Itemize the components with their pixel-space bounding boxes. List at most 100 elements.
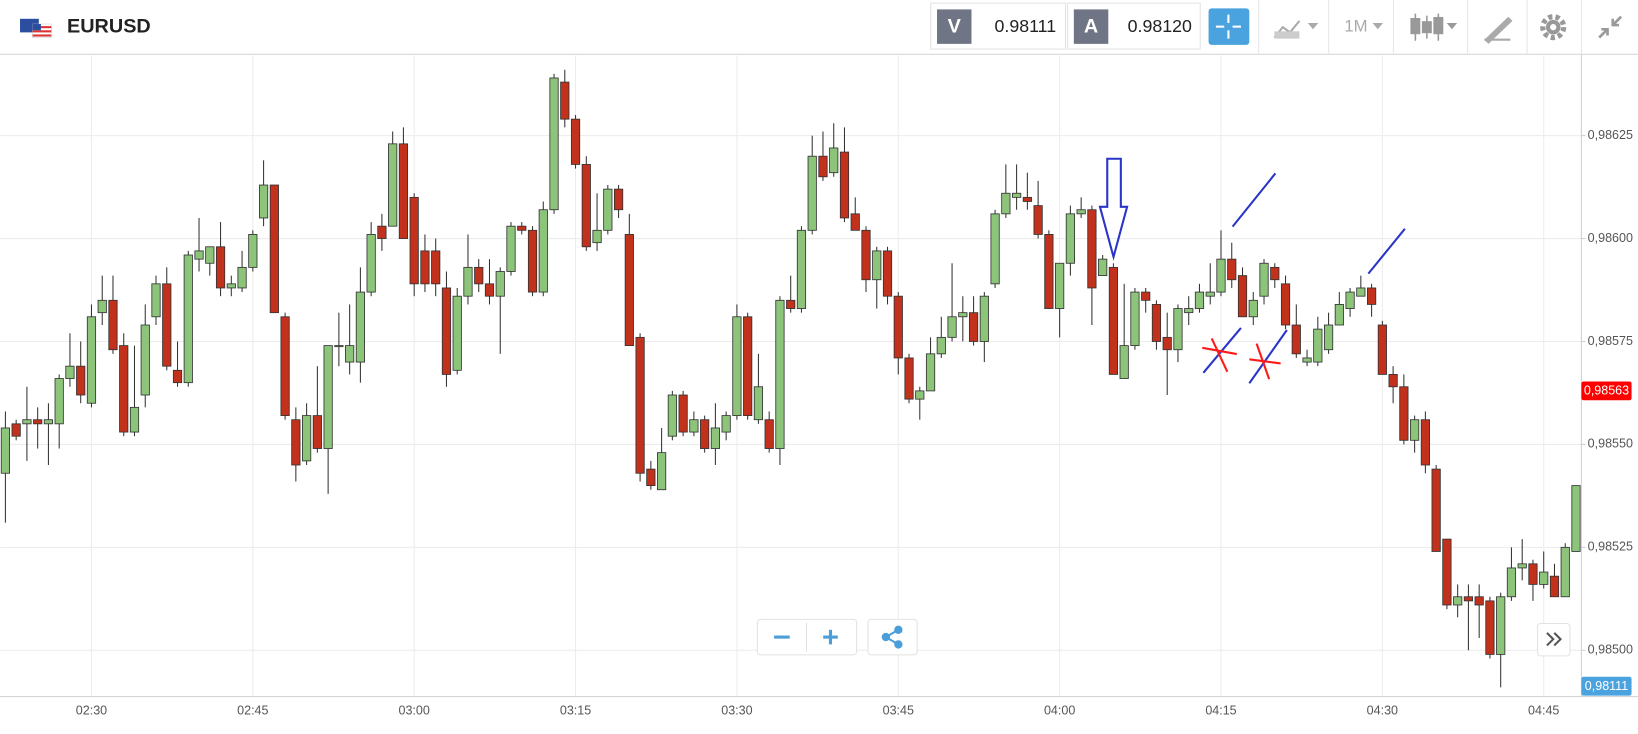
candle-body [560, 81, 570, 120]
candle-body [1227, 258, 1237, 281]
candle-body [1173, 308, 1183, 351]
candle-body [775, 299, 785, 449]
candle-body [1130, 291, 1140, 347]
candle-body [1184, 308, 1194, 314]
x-tick-label: 03:45 [883, 704, 914, 718]
candle-body [1506, 567, 1517, 598]
x-tick-label: 02:45 [237, 704, 268, 718]
scroll-end-icon [1546, 632, 1563, 647]
candle-body [990, 213, 1000, 285]
candle-body [420, 250, 430, 285]
candle-body [474, 266, 484, 285]
candle-body [377, 225, 387, 239]
candle-body [581, 164, 591, 248]
candle-body [388, 143, 398, 227]
candle-body [1141, 291, 1151, 301]
x-tick-label: 03:15 [560, 704, 591, 718]
bid-label-box [937, 9, 972, 44]
candle-body [732, 316, 742, 417]
candle-body [807, 155, 817, 231]
candle-body [151, 283, 161, 318]
candle-body [1453, 596, 1463, 606]
candle-body [689, 419, 699, 433]
candle-body [162, 283, 172, 367]
candle-body [1549, 575, 1560, 598]
candle-body [1291, 324, 1301, 355]
candle-body [538, 209, 548, 293]
bid-marker-label: 0,98111 [1585, 679, 1628, 693]
bid-marker-box [1581, 676, 1632, 696]
candle-body [613, 188, 624, 211]
candle-body [119, 345, 129, 433]
candle-body [1463, 596, 1474, 602]
timeframe[interactable]: 1M [1344, 17, 1367, 36]
candle-body [1334, 304, 1344, 326]
candle-body [624, 234, 634, 347]
candle-body [979, 295, 989, 342]
candle-body [280, 316, 290, 417]
candle-body [915, 390, 925, 400]
candle-body [753, 386, 764, 421]
candle-body [463, 266, 473, 297]
candle-body [431, 250, 441, 285]
crosshair-icon [1215, 14, 1241, 39]
candle-body [1119, 345, 1129, 379]
zoom-in-button[interactable] [823, 629, 838, 645]
drawing-tools-button[interactable] [1484, 16, 1513, 44]
candle-body [302, 415, 312, 462]
x-tick-label: 04:45 [1528, 704, 1559, 718]
candle-body [172, 369, 183, 384]
candle-body [129, 406, 140, 433]
candle-body [958, 312, 968, 318]
annotations [1098, 157, 1406, 384]
candle-body [872, 250, 882, 281]
candle-body [1108, 266, 1119, 375]
chart-type-button[interactable] [1273, 20, 1319, 39]
collapse-button[interactable] [1598, 15, 1623, 39]
candle-body [1205, 291, 1215, 297]
candle-body [194, 250, 204, 260]
bid-price: 0.98111 [995, 16, 1057, 36]
ask-label: A [1084, 15, 1098, 37]
candle-body [334, 345, 344, 348]
candle-body [22, 419, 32, 425]
candle-body [1399, 386, 1409, 441]
candle-body [635, 336, 645, 474]
candle-body [1377, 324, 1387, 375]
candle-body [1055, 262, 1065, 309]
share-button[interactable] [867, 618, 918, 656]
candle-body [1065, 213, 1075, 264]
candle-body [1323, 324, 1334, 351]
candle-body [398, 143, 409, 239]
last-marker-box [1581, 381, 1632, 401]
candle-body [1356, 287, 1366, 297]
candle-body [764, 419, 774, 449]
candle-body [1022, 196, 1032, 202]
line-annotation [1248, 329, 1288, 384]
line-annotation [1367, 228, 1406, 275]
crosshair-button[interactable] [1208, 8, 1250, 45]
y-tick-label: 0,98500 [1588, 643, 1633, 657]
candle-body [743, 316, 753, 417]
candle-body [861, 229, 871, 281]
candle-body [839, 151, 850, 219]
y-tick-label: 0,98575 [1588, 334, 1633, 348]
candle-body [1001, 192, 1011, 215]
candle-body [86, 316, 97, 404]
candle-body [0, 427, 10, 474]
candle-body [1528, 563, 1538, 585]
candle-body [1420, 419, 1430, 466]
settings-button[interactable] [1540, 14, 1567, 41]
candle-body [1539, 571, 1549, 585]
candle-body [657, 452, 667, 491]
x-tick-label: 04:30 [1367, 704, 1398, 718]
candle-body [947, 316, 957, 338]
candle-body [1485, 600, 1495, 655]
candle-body [506, 225, 516, 272]
candle-style-button[interactable] [1410, 13, 1458, 41]
candle-body [409, 196, 419, 285]
candle-body [700, 419, 710, 449]
header: EURUSD V 0.98111 A 0.98120 1M [0, 0, 1638, 55]
candle-body [65, 365, 75, 379]
